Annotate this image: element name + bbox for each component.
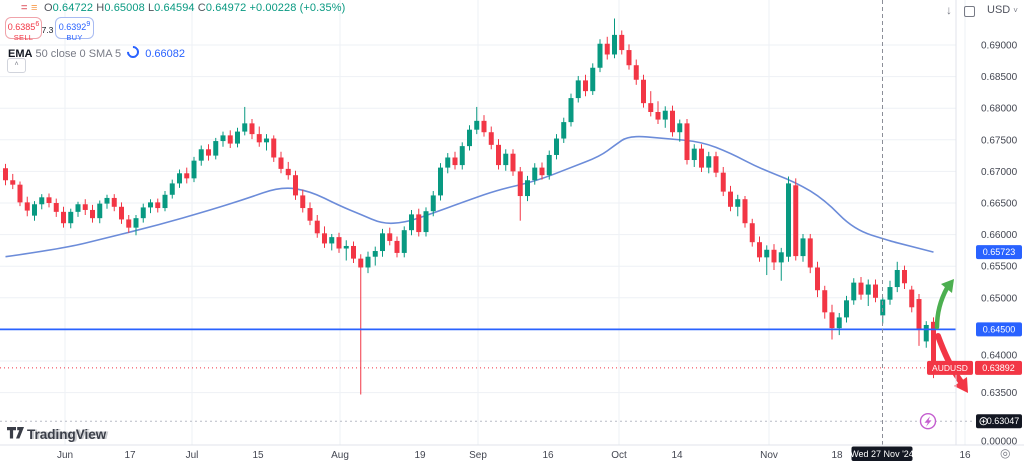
indicator-name: EMA <box>8 48 33 60</box>
svg-text:0.66000: 0.66000 <box>981 230 1018 241</box>
svg-text:Sep: Sep <box>469 450 487 461</box>
close-value: 0.64972 <box>205 2 247 14</box>
open-label: O <box>44 2 53 14</box>
svg-text:Jun: Jun <box>57 450 73 461</box>
crosshair-date-label: Wed 27 Nov '24 <box>850 449 914 459</box>
trend-arrows[interactable] <box>934 279 968 393</box>
open-value: 0.64722 <box>52 2 94 14</box>
svg-text:0.63892: 0.63892 <box>982 363 1015 373</box>
plus-circle-icon <box>979 417 988 426</box>
buy-price-fraction: 9 <box>86 21 91 28</box>
time-axis[interactable]: Jun 17 Jul 15 Aug 19 Sep 16 Oct 14 Nov 18 16 Wed 27 N… <box>57 446 971 462</box>
svg-text:Aug: Aug <box>331 450 349 461</box>
svg-text:Nov: Nov <box>760 450 778 461</box>
svg-text:0.64000: 0.64000 <box>981 351 1018 362</box>
instant-order-icon[interactable] <box>919 413 937 430</box>
svg-text:0.00000: 0.00000 <box>981 437 1018 448</box>
sell-price-fraction: 6 <box>35 21 40 28</box>
sell-price: 0.6385 <box>7 22 36 32</box>
svg-text:0.65500: 0.65500 <box>981 262 1018 273</box>
indicator-value: 0.66082 <box>145 48 186 60</box>
high-label: H <box>96 2 105 14</box>
chevron-down-icon: ˅ <box>1013 6 1018 15</box>
svg-text:0.67500: 0.67500 <box>981 135 1018 146</box>
legend-collapse-button[interactable]: ˄ <box>7 58 26 73</box>
indicator-loading-icon <box>124 43 142 61</box>
axes-frame <box>0 0 1024 446</box>
blue-price-badge: 0.65723 <box>976 245 1022 260</box>
svg-text:18: 18 <box>831 450 843 461</box>
red-price-badge: AUDUSD 0.63892 <box>927 360 1022 375</box>
svg-text:0.65000: 0.65000 <box>981 293 1018 304</box>
tradingview-logo: TradingView <box>7 427 106 446</box>
price-axis[interactable]: 0.69000 0.68500 0.68000 0.67500 0.67000 0.665… <box>927 41 1022 448</box>
spread-value: 7.3 <box>41 25 54 35</box>
down-arrow-icon <box>935 333 964 385</box>
ema-line <box>5 135 934 258</box>
indicator-legend[interactable]: EMA 50 close 0 SMA 5 0.66082 <box>8 43 186 61</box>
ohlc-legend: O0.64722 H0.65008 L0.64594 C0.64972 +0.0… <box>44 2 345 14</box>
level-lines <box>0 367 975 422</box>
tradingview-logo-mark <box>7 427 24 439</box>
svg-text:0.63500: 0.63500 <box>981 388 1018 399</box>
sell-button[interactable]: 0.63856 SELL <box>5 17 42 42</box>
crosshair-date-badge <box>851 446 913 461</box>
indicator-params: 50 close 0 SMA 5 <box>35 48 122 60</box>
tradingview-logo-text: TradingView <box>27 427 107 442</box>
svg-text:16: 16 <box>542 450 554 461</box>
change-value: +0.00228 (+0.35%) <box>249 2 346 14</box>
svg-text:Jul: Jul <box>186 450 199 461</box>
svg-text:0.63047: 0.63047 <box>987 416 1020 426</box>
svg-text:0.67000: 0.67000 <box>981 167 1018 178</box>
buy-price: 0.6392 <box>58 22 87 32</box>
svg-text:17: 17 <box>124 450 136 461</box>
download-icon[interactable]: ↓ <box>946 3 952 17</box>
svg-text:Oct: Oct <box>611 450 627 461</box>
svg-text:0.69000: 0.69000 <box>981 41 1018 52</box>
svg-text:14: 14 <box>671 450 683 461</box>
buy-button[interactable]: 0.63929 BUY <box>55 17 94 42</box>
svg-text:15: 15 <box>252 450 264 461</box>
low-value: 0.64594 <box>154 2 195 14</box>
svg-text:0.68500: 0.68500 <box>981 72 1018 83</box>
dark-price-badge: 0.63047 <box>976 414 1022 429</box>
svg-text:0.68000: 0.68000 <box>981 104 1018 115</box>
fullscreen-icon[interactable] <box>964 6 975 17</box>
blue-price-badge: 0.64500 <box>976 322 1022 337</box>
sell-label: SELL <box>13 33 34 42</box>
up-arrow-icon <box>934 285 950 330</box>
svg-text:19: 19 <box>414 450 426 461</box>
svg-text:16: 16 <box>959 450 971 461</box>
svg-text:0.64500: 0.64500 <box>983 324 1016 334</box>
buy-label: BUY <box>66 33 83 42</box>
currency-label: USD <box>987 4 1011 16</box>
low-label: L <box>147 2 155 14</box>
svg-text:0.66500: 0.66500 <box>981 199 1018 210</box>
svg-text:0.65723: 0.65723 <box>983 247 1016 257</box>
go-to-realtime-icon[interactable]: ◎ <box>1000 446 1011 460</box>
currency-selector[interactable]: USD ˅ <box>987 4 1018 16</box>
gridlines <box>0 0 966 445</box>
legend-menu-icon[interactable]: ≡ <box>31 2 38 14</box>
close-label: C <box>197 2 206 14</box>
legend-lines-icon[interactable]: = <box>21 2 28 14</box>
svg-text:AUDUSD: AUDUSD <box>932 363 968 373</box>
candles-series <box>3 18 936 395</box>
high-value: 0.65008 <box>104 2 145 14</box>
